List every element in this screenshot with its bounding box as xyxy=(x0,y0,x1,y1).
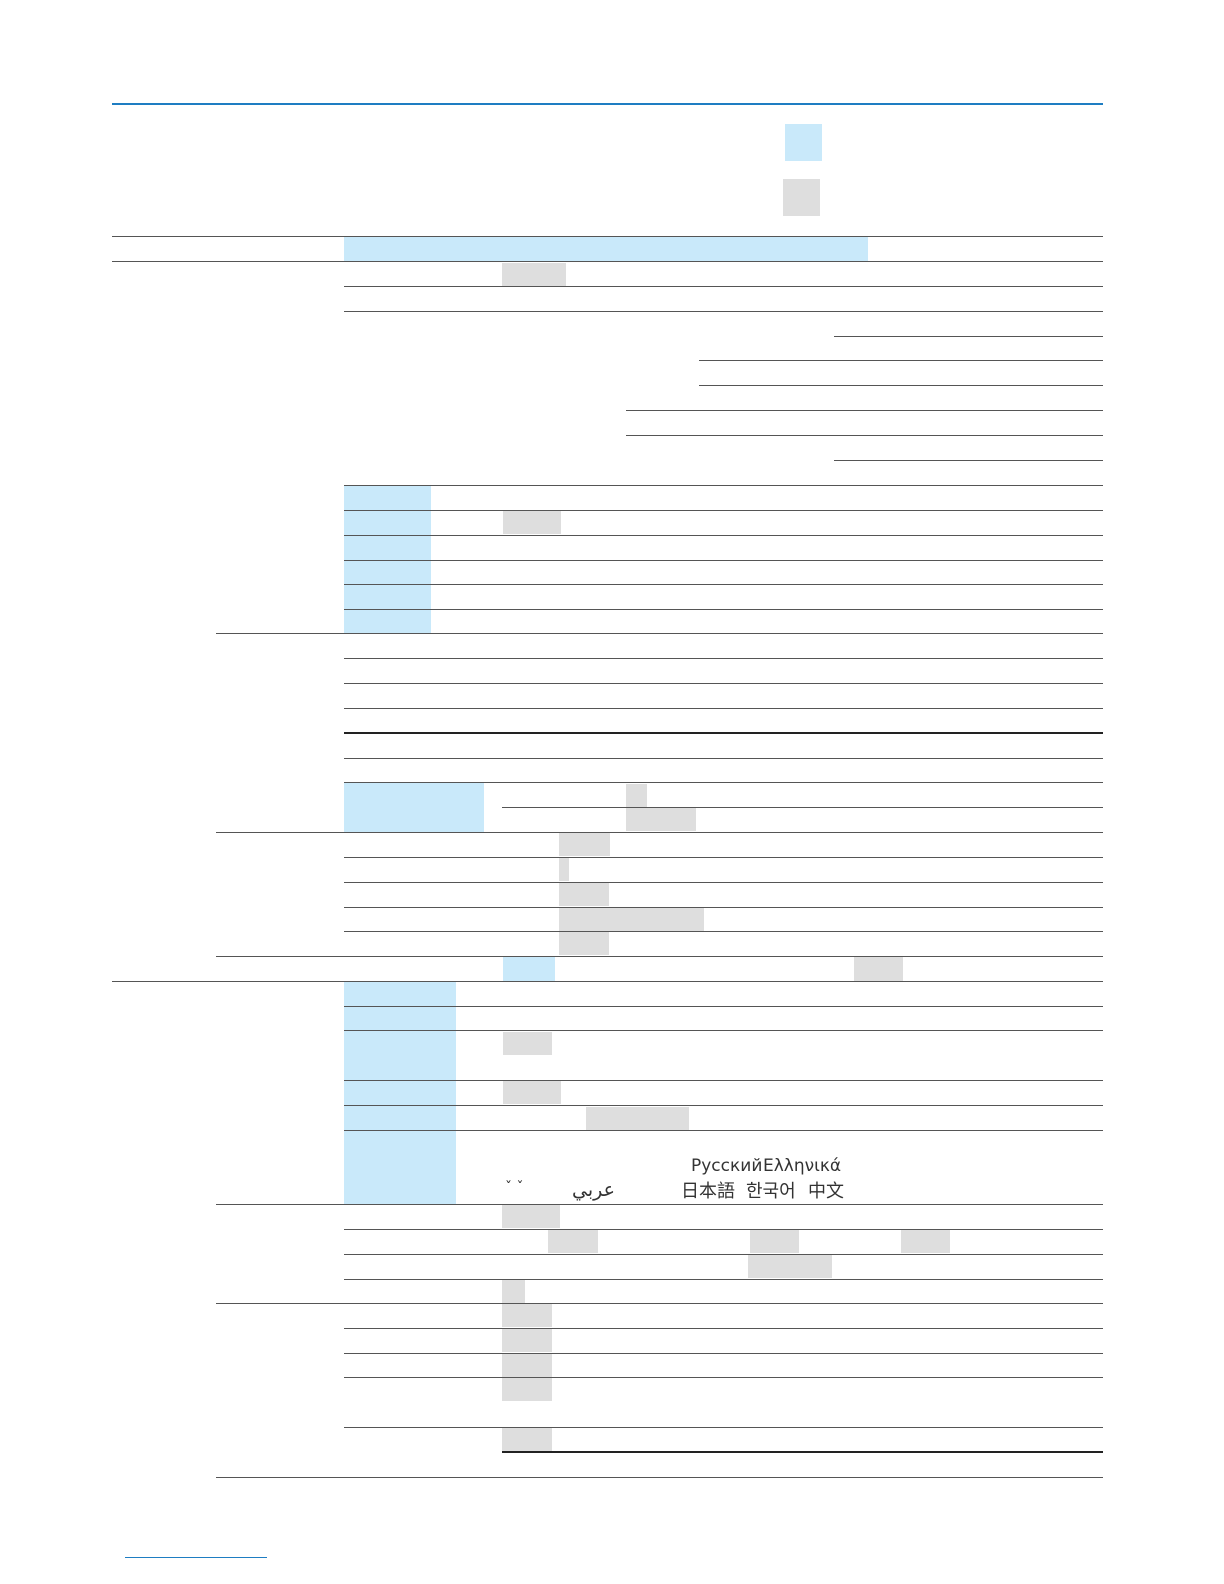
row-rule xyxy=(344,907,1103,908)
row-rule xyxy=(344,584,1103,585)
label-cell xyxy=(344,511,431,535)
row-rule xyxy=(344,758,1103,759)
redacted-value xyxy=(586,1107,689,1130)
row-rule xyxy=(344,683,1103,684)
label-cell xyxy=(344,610,431,633)
subsection-rule xyxy=(216,1303,1103,1304)
row-rule xyxy=(626,410,1103,411)
legend-swatch-highlight xyxy=(785,124,822,161)
row-rule xyxy=(344,857,1103,858)
japanese-label: 日本語 xyxy=(681,1181,735,1202)
row-rule xyxy=(344,510,1103,511)
value-highlight xyxy=(503,957,555,981)
korean-label: 한국어 xyxy=(746,1181,796,1202)
row-rule xyxy=(344,609,1103,610)
chinese-label: 中文 xyxy=(808,1181,844,1202)
redacted-value xyxy=(503,1081,561,1104)
label-cell xyxy=(344,1081,456,1105)
row-rule xyxy=(344,1006,1103,1007)
row-rule xyxy=(344,1080,1103,1081)
table-bottom-rule xyxy=(216,1477,1103,1478)
header-highlight xyxy=(344,237,868,261)
row-rule xyxy=(834,460,1103,461)
row-rule xyxy=(344,1030,1103,1031)
subsection-rule xyxy=(216,1204,1103,1205)
footer-link-underline[interactable] xyxy=(125,1557,267,1558)
row-rule xyxy=(626,435,1103,436)
redacted-value xyxy=(854,957,903,981)
subsection-rule xyxy=(216,832,1103,833)
row-rule xyxy=(344,882,1103,883)
legend-swatch-redacted xyxy=(783,179,820,216)
redacted-value xyxy=(559,908,704,931)
redacted-value xyxy=(559,833,610,856)
row-rule xyxy=(344,311,1103,312)
row-rule xyxy=(344,1105,1103,1106)
row-rule-strong xyxy=(344,732,1103,734)
label-cell xyxy=(344,536,431,560)
row-rule xyxy=(344,560,1103,561)
row-rule xyxy=(344,1353,1103,1354)
label-cell-tall xyxy=(344,1131,456,1204)
row-rule xyxy=(344,485,1103,486)
redacted-value xyxy=(502,1280,525,1303)
section-rule xyxy=(112,981,1103,982)
diacritics-label: ˇ ˇ xyxy=(505,1180,524,1196)
redacted-value xyxy=(502,1205,560,1228)
label-cell xyxy=(344,486,431,510)
redacted-value xyxy=(502,263,566,287)
row-rule xyxy=(344,658,1103,659)
redacted-value xyxy=(748,1255,832,1278)
header-accent-rule xyxy=(112,103,1103,105)
table-header-rule xyxy=(112,261,1103,262)
row-rule xyxy=(699,360,1103,361)
redacted-value xyxy=(901,1230,950,1253)
label-cell xyxy=(344,1106,456,1130)
redacted-value xyxy=(750,1230,799,1253)
redacted-value xyxy=(559,858,569,881)
subsection-rule xyxy=(216,956,1103,957)
label-cell xyxy=(344,585,431,609)
redacted-value xyxy=(503,511,561,534)
row-rule xyxy=(344,931,1103,932)
label-cell xyxy=(344,561,431,584)
row-rule xyxy=(344,782,1103,783)
redacted-value xyxy=(502,1329,552,1352)
redacted-value xyxy=(559,932,609,955)
row-rule xyxy=(344,1130,1103,1131)
row-rule xyxy=(344,1229,1103,1230)
row-rule xyxy=(344,1279,1103,1280)
label-cell-tall xyxy=(344,783,484,832)
redacted-value xyxy=(502,1354,552,1377)
redacted-value xyxy=(626,808,696,831)
row-rule xyxy=(344,1328,1103,1329)
greek-label: Ελληνικά xyxy=(763,1156,842,1176)
redacted-value xyxy=(502,1428,552,1451)
row-rule xyxy=(502,807,1103,808)
label-cell xyxy=(344,982,456,1006)
russian-label: Русский xyxy=(691,1156,763,1176)
row-rule xyxy=(344,535,1103,536)
redacted-value xyxy=(503,1032,552,1055)
row-rule xyxy=(344,1377,1103,1378)
subsection-rule xyxy=(216,633,1103,634)
redacted-value xyxy=(626,784,647,807)
redacted-value xyxy=(559,883,609,906)
label-cell-tall xyxy=(344,1031,456,1080)
redacted-value xyxy=(548,1230,598,1253)
label-cell xyxy=(344,1007,456,1030)
arabic-label: عربي xyxy=(572,1179,615,1201)
row-rule xyxy=(344,286,1103,287)
redacted-value xyxy=(502,1304,552,1327)
row-rule xyxy=(834,336,1103,337)
row-rule xyxy=(344,1254,1103,1255)
row-rule xyxy=(344,708,1103,709)
row-rule xyxy=(699,385,1103,386)
table-top-rule xyxy=(112,236,1103,237)
redacted-value xyxy=(502,1378,552,1401)
row-rule xyxy=(344,1427,1103,1428)
row-rule-strong xyxy=(502,1451,1103,1453)
